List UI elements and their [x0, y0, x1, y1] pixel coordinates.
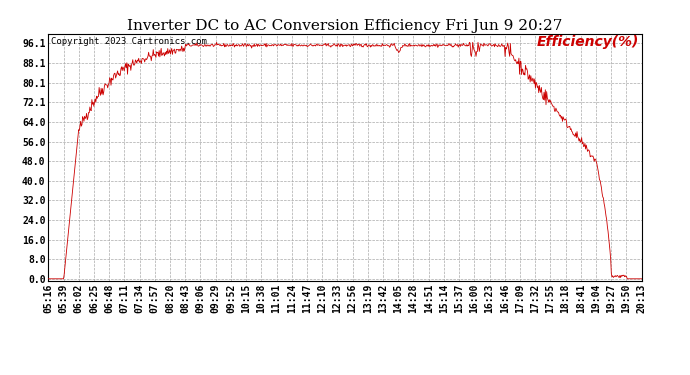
Text: Copyright 2023 Cartronics.com: Copyright 2023 Cartronics.com: [51, 38, 207, 46]
Text: Efficiency(%): Efficiency(%): [536, 35, 639, 49]
Title: Inverter DC to AC Conversion Efficiency Fri Jun 9 20:27: Inverter DC to AC Conversion Efficiency …: [128, 19, 562, 33]
